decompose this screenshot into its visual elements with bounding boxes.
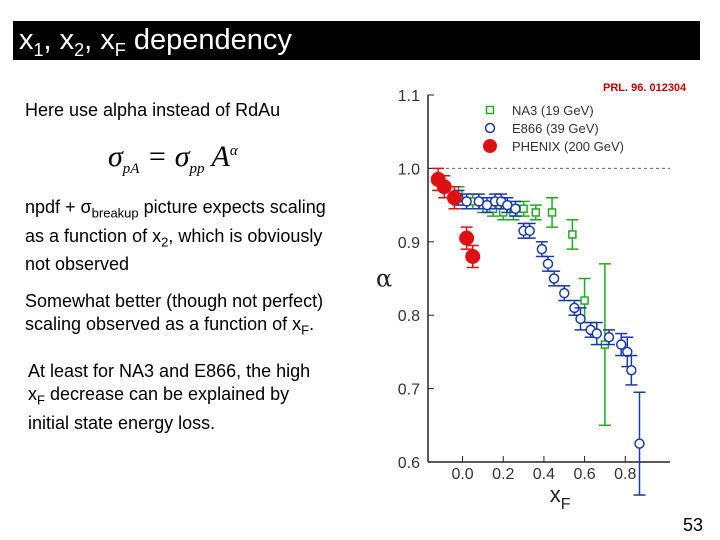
point-marker [634,438,645,449]
data-point [548,270,561,287]
legend-marker [485,105,495,115]
point-marker [519,204,528,214]
data-point [535,241,548,258]
point-marker [542,258,554,270]
data-point [625,354,638,386]
point-marker [510,203,521,215]
legend-label: PHENIX (200 GeV) [512,139,624,154]
data-point [541,255,554,272]
data-point [465,244,481,269]
y-tick-label: 1.1 [398,88,420,105]
point-marker [626,365,637,376]
data-point [621,336,634,368]
point-marker [524,225,535,237]
legend-label: NA3 (19 GeV) [512,103,594,118]
data-point [633,391,646,496]
data-point [566,219,579,250]
point-marker [536,243,548,255]
point-marker [580,296,589,305]
data-point [558,285,571,302]
legend-marker [483,139,497,153]
point-marker [531,208,541,217]
x-tick-label: 0.0 [451,466,473,483]
alpha-formula: σpA = σpp Aα [108,140,238,177]
data-point [501,197,514,214]
point-marker [446,190,462,206]
legend-label: E866 (39 GeV) [512,121,599,136]
npdf-paragraph: npdf + σbreakup picture expects scaling … [25,197,326,275]
point-marker [547,208,557,217]
data-point [546,197,559,228]
data-point [459,226,475,250]
data-point [523,222,536,239]
data-point [615,332,628,357]
point-marker [622,346,633,358]
x-axis-label: xF [550,482,571,513]
point-marker [436,179,452,195]
energy-loss-paragraph: At least for NA3 and E866, the high xF d… [28,361,311,433]
xf-scaling-paragraph: Somewhat better (though not perfect) sca… [25,291,324,338]
point-marker [615,339,627,350]
point-marker [465,248,481,264]
data-point [460,193,473,210]
data-point [574,307,587,331]
x-tick-label: 0.4 [533,466,555,483]
y-tick-label: 0.7 [398,382,420,399]
data-point [529,204,542,221]
x-tick-label: 0.6 [573,466,595,483]
data-point [590,321,603,346]
title-bar: x1, x2, xF dependency [13,21,700,60]
data-point [509,200,522,217]
point-marker [548,273,560,284]
alpha-note: Here use alpha instead of RdAu [25,100,281,120]
point-marker [591,328,603,339]
point-marker [603,331,615,343]
point-marker [575,313,586,325]
point-marker [461,196,472,207]
y-tick-label: 0.6 [398,455,420,472]
page-number: 53 [683,515,704,535]
data-point [480,197,493,214]
y-tick-label: 0.8 [398,308,420,325]
y-tick-label: 0.9 [398,235,420,252]
slide-title: x1, x2, xF dependency [19,24,292,60]
x-tick-label: 0.8 [614,466,636,483]
data-point [602,329,615,346]
y-axis-label: α [376,265,392,293]
x-tick-label: 0.2 [492,466,514,483]
legend-marker [484,122,496,134]
point-marker [459,230,475,246]
data-point [446,186,462,210]
point-marker [568,230,577,239]
alpha-vs-xf-chart: 0.6 0.7 0.8 0.9 1.0 1.1 0.0 0.2 0.4 0.6 0.8 α xF NA3 … [376,88,670,513]
y-tick-label: 1.0 [398,161,420,178]
citation: PRL. 96. 012304 [603,82,687,94]
point-marker [559,287,570,299]
